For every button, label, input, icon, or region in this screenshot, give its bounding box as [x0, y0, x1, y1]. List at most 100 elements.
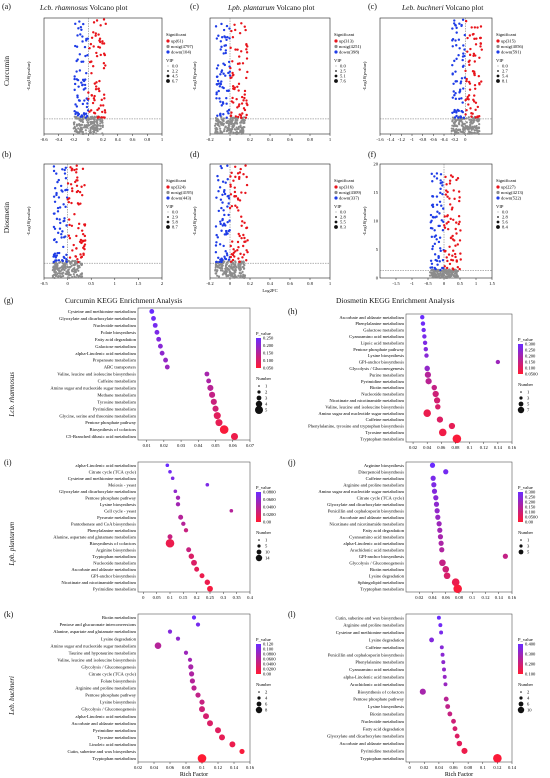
down-point — [436, 263, 439, 266]
up-point — [479, 25, 483, 28]
up-point — [234, 28, 237, 32]
down-point — [52, 169, 56, 173]
bubble-point — [419, 688, 426, 695]
down-point — [60, 259, 64, 262]
bubble-point — [424, 353, 429, 358]
up-point — [443, 215, 446, 218]
nosig-point — [54, 262, 57, 265]
down-point — [221, 180, 225, 183]
up-point — [230, 204, 234, 208]
nosig-point — [224, 267, 227, 270]
up-point — [92, 97, 96, 100]
up-point — [90, 36, 94, 39]
bubble-point — [453, 584, 462, 594]
up-point — [454, 255, 457, 259]
down-point — [217, 179, 220, 182]
x-tick-label: 0.25 — [206, 595, 215, 600]
nosig-point — [432, 270, 435, 273]
bubble-point — [239, 748, 245, 755]
term-label: Cysteine and methionine metabolism — [68, 476, 137, 481]
up-point — [451, 234, 454, 238]
up-point — [228, 206, 232, 210]
down-point — [53, 238, 56, 241]
pvalue-tick-label: 0.200 — [263, 343, 274, 348]
nosig-point — [239, 124, 242, 127]
bubble-point — [493, 754, 502, 763]
down-point — [438, 260, 441, 263]
number-label: 2 — [265, 390, 268, 395]
term-label: GPI-anchor biosynthesis — [359, 554, 405, 559]
number-dot — [255, 706, 263, 714]
nosig-point — [61, 262, 64, 265]
up-point — [472, 52, 476, 56]
up-point — [451, 259, 455, 262]
down-point — [456, 108, 459, 112]
down-point — [226, 178, 229, 181]
x-tick-label: -1 — [410, 281, 415, 286]
term-label: Arachidonic acid metabolism — [350, 547, 405, 552]
bubble-point — [181, 521, 186, 526]
down-point — [224, 49, 228, 52]
up-point — [237, 105, 240, 108]
bubble-point — [183, 528, 189, 533]
down-point — [83, 99, 86, 102]
down-point — [52, 260, 55, 264]
vip-label: 7.6 — [340, 79, 346, 84]
number-label: 3 — [265, 396, 268, 401]
volcano-b: -0.5 0 0.5 1 1.5 2-Log10(pvalue)Significantup… — [26, 163, 194, 286]
plot-frame — [405, 613, 513, 763]
nosig-point — [91, 122, 94, 125]
nosig-point — [65, 270, 68, 273]
up-point — [237, 89, 240, 92]
bubble-point — [175, 495, 181, 500]
x-tick-label: -1.2 — [398, 137, 406, 142]
number-dot — [258, 385, 260, 387]
up-point — [236, 172, 240, 175]
pvalue-title: P_value — [256, 637, 271, 642]
term-label: Ascorbate and aldarate metabolism — [339, 315, 404, 320]
up-point — [465, 80, 468, 83]
down-point — [53, 227, 57, 230]
vip-label: 8.4 — [502, 225, 508, 230]
bubble-point — [432, 390, 439, 398]
up-point — [243, 89, 247, 93]
vip-label: 2.8 — [502, 215, 508, 220]
bubble-point — [430, 475, 436, 481]
vip-dot — [167, 65, 169, 67]
down-point — [74, 22, 77, 26]
nosig-point — [242, 131, 245, 134]
down-point — [439, 247, 442, 250]
up-point — [95, 19, 99, 22]
up-point — [243, 96, 246, 100]
up-point — [473, 94, 476, 97]
down-point — [431, 247, 434, 251]
number-title: Number — [518, 530, 534, 535]
nosig-point — [75, 276, 78, 279]
up-point — [468, 34, 472, 37]
term-label: Cysteine and methionine metabolism — [336, 630, 405, 635]
down-point — [223, 35, 226, 38]
up-point — [101, 40, 104, 43]
nosig-point — [242, 260, 245, 264]
nosig-point — [462, 126, 465, 129]
x-tick-label: 0.02 — [409, 445, 418, 450]
vip-dot — [497, 70, 499, 72]
nosig-point — [456, 269, 460, 273]
nosig-point — [69, 265, 72, 269]
down-point — [439, 268, 442, 272]
nosig-point — [234, 260, 237, 264]
bubble-point — [215, 727, 221, 734]
bubble-point — [209, 391, 216, 398]
pvalue-colorbar — [256, 338, 261, 368]
nosig-point — [76, 124, 79, 127]
down-point — [220, 104, 223, 107]
term-label: Biosynthesis of cofactors — [90, 427, 137, 432]
down-point — [52, 255, 55, 258]
up-point — [457, 190, 461, 193]
up-point — [236, 48, 239, 51]
vip-dot — [167, 211, 169, 213]
term-label: Caffeine metabolism — [98, 379, 137, 384]
y-tick-label: 5 — [376, 247, 379, 252]
nosig-point — [460, 130, 463, 133]
nosig-point — [454, 121, 457, 124]
